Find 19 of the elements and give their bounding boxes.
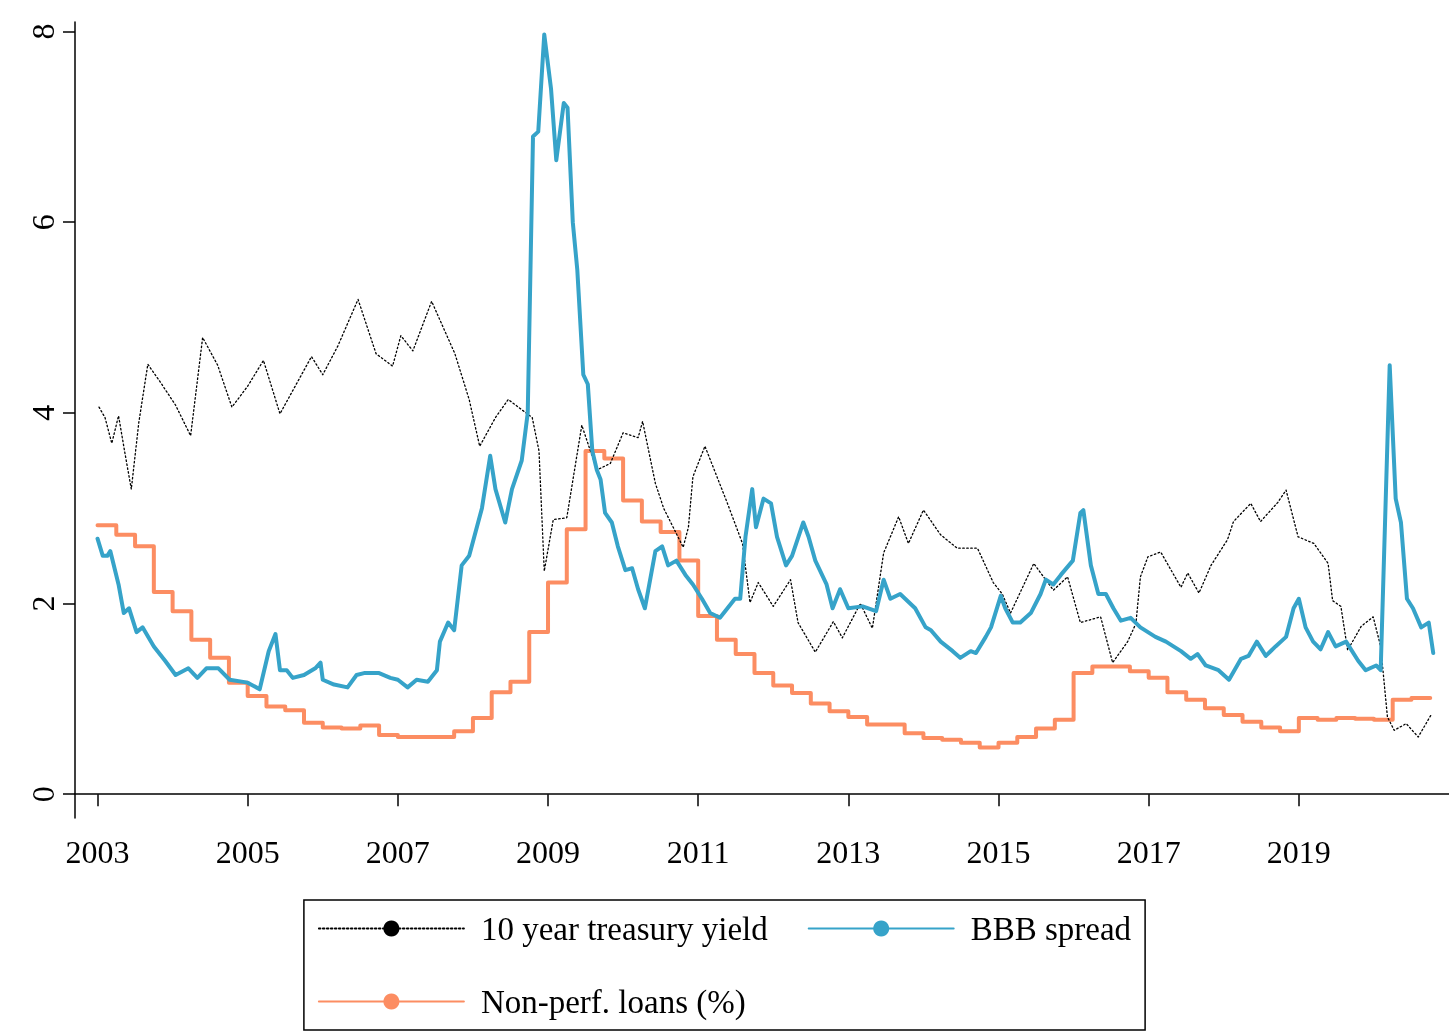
y-tick-label: 2 [25, 595, 61, 612]
x-tick-label: 2003 [65, 834, 130, 870]
x-tick-label: 2005 [215, 834, 280, 870]
line-series [98, 298, 1432, 738]
x-tick-label: 2017 [1116, 834, 1181, 870]
x-tick-label: 2013 [816, 834, 881, 870]
x-tick-label: 2007 [365, 834, 430, 870]
y-tick-label: 4 [25, 404, 61, 421]
x-tick-label: 2011 [666, 834, 730, 870]
legend-label: BBB spread [970, 910, 1132, 947]
line-series [95, 32, 1436, 692]
y-tick-label: 6 [25, 214, 61, 231]
y-tick-label: 8 [25, 23, 61, 40]
x-tick-label: 2015 [966, 834, 1031, 870]
y-tick-label: 0 [25, 786, 61, 803]
legend-label: Non-perf. loans (%) [480, 983, 746, 1021]
legend-label: 10 year treasury yield [480, 910, 769, 947]
x-tick-label: 2019 [1266, 834, 1331, 870]
x-tick-label: 2009 [516, 834, 581, 870]
